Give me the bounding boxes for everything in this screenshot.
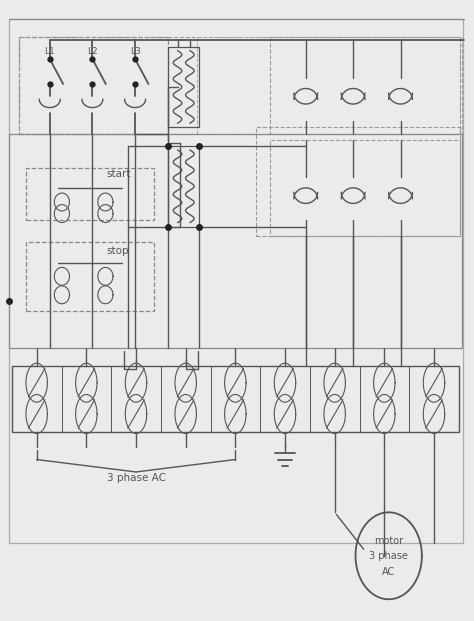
Text: 3 phase AC: 3 phase AC (107, 473, 165, 483)
Bar (9, 134, 462, 348)
Text: start: start (106, 169, 130, 179)
Text: L3: L3 (130, 47, 140, 56)
Bar (270, 140, 460, 236)
Bar (19, 37, 462, 134)
Text: 3 phase: 3 phase (369, 551, 408, 561)
Bar (26, 242, 154, 310)
Bar (9, 19, 463, 543)
Bar (168, 47, 199, 127)
Bar (270, 37, 460, 134)
Bar (168, 146, 199, 227)
Bar (19, 37, 168, 134)
Text: L1: L1 (45, 47, 55, 56)
Text: AC: AC (382, 568, 395, 578)
Text: motor: motor (374, 535, 403, 546)
Bar (12, 366, 459, 432)
Bar (197, 37, 460, 134)
Text: L2: L2 (87, 47, 98, 56)
Bar (256, 127, 460, 236)
Text: stop: stop (107, 246, 129, 256)
Bar (26, 168, 154, 220)
